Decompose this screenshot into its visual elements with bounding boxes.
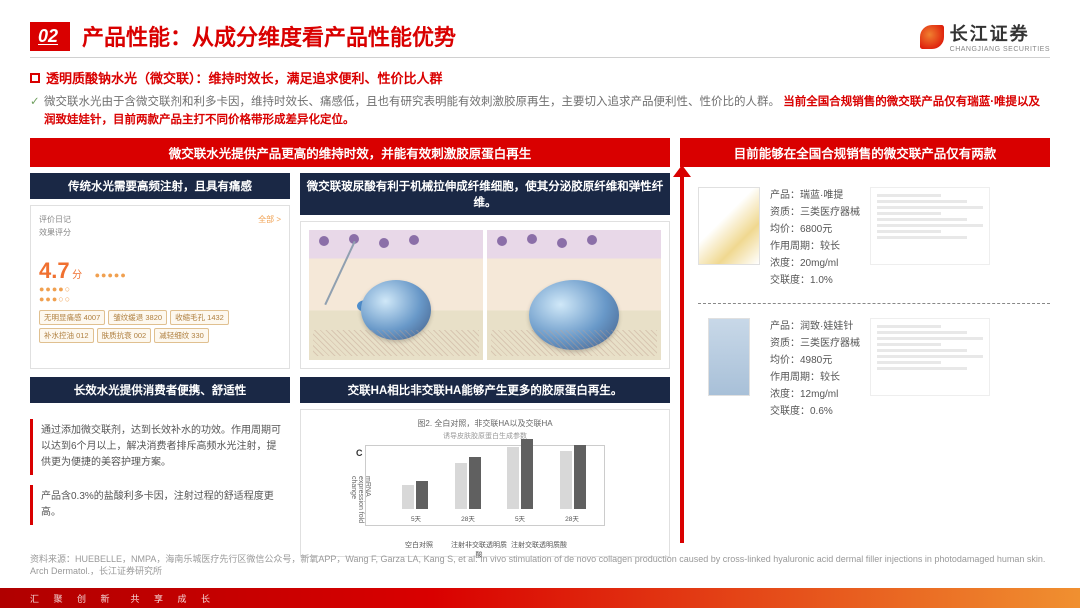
footer-text: 汇 聚 创 新 共 享 成 长 <box>30 592 216 605</box>
card-b-title: 微交联玻尿酸有利于机械拉伸成纤维细胞，使其分泌胶原纤维和弹性纤维。 <box>300 173 670 215</box>
header-divider <box>30 57 1050 58</box>
document-thumbnail <box>870 318 990 396</box>
card-convenience: 长效水光提供消费者便携、舒适性 通过添加微交联剂，达到长效补水的功效。作用周期可… <box>30 377 290 557</box>
cell-panel-right <box>487 230 661 360</box>
needle-icon <box>324 241 355 305</box>
page-title: 产品性能：从成分维度看产品性能优势 <box>82 20 456 52</box>
body-text: 微交联水光由于含微交联剂和利多卡因，维持时效长、痛感低，且也有研究表明能有效刺激… <box>44 96 780 108</box>
bullet-square-icon <box>30 73 40 83</box>
cell-panel-left <box>309 230 483 360</box>
bullets-panel: 通过添加微交联剂，达到长效补水的功效。作用周期可以达到6个月以上，解决消费者排斥… <box>30 409 290 557</box>
chart-panel: 图2. 全白对照，非交联HA以及交联HA 诱导皮肤胶原蛋白生成参数 C mRNA… <box>300 409 670 557</box>
content-columns: 微交联水光提供产品更高的维持时效，并能有效刺激胶原蛋白再生 传统水光需要高频注射… <box>30 138 1050 536</box>
review-more: 全部 > <box>258 214 281 225</box>
bullet-1: 通过添加微交联剂，达到长效补水的功效。作用周期可以达到6个月以上，解决消费者排斥… <box>30 419 290 475</box>
product-card: 产品：瑞蓝·唯提资质：三类医疗器械均价：6800元作用周期：较长浓度：20mg/… <box>698 173 1050 303</box>
header-left: 02 产品性能：从成分维度看产品性能优势 <box>30 20 456 52</box>
bar-group <box>548 445 599 509</box>
review-tag: 减轻细纹 330 <box>154 328 209 343</box>
product-image <box>708 318 750 396</box>
card-a-title: 传统水光需要高频注射，且具有痛感 <box>30 173 290 199</box>
review-label-2: 效果评分 <box>39 227 281 238</box>
logo-en: CHANGJIANG SECURITIES <box>950 46 1050 53</box>
card-collagen-chart: 交联HA相比非交联HA能够产生更多的胶原蛋白再生。 图2. 全白对照，非交联HA… <box>300 377 670 557</box>
body-paragraph: ✓ 微交联水光由于含微交联剂和利多卡因，维持时效长、痛感低，且也有研究表明能有效… <box>30 93 1050 130</box>
bar-group <box>390 481 441 509</box>
cell-diagram <box>309 230 661 360</box>
slide-header: 02 产品性能：从成分维度看产品性能优势 长江证券 CHANGJIANG SEC… <box>30 20 1050 53</box>
card-mechanism: 微交联玻尿酸有利于机械拉伸成纤维细胞，使其分泌胶原纤维和弹性纤维。 <box>300 173 670 369</box>
subtitle: 透明质酸钠水光（微交联）：维持时效长，满足追求便利、性价比人群 <box>46 68 443 87</box>
left-column-header: 微交联水光提供产品更高的维持时效，并能有效刺激胶原蛋白再生 <box>30 138 670 167</box>
left-column: 微交联水光提供产品更高的维持时效，并能有效刺激胶原蛋白再生 传统水光需要高频注射… <box>30 138 670 536</box>
chart-y-label: mRNA expression fold change <box>350 476 371 525</box>
section-number: 02 <box>30 22 70 51</box>
subtitle-row: 透明质酸钠水光（微交联）：维持时效长，满足追求便利、性价比人群 <box>30 68 1050 87</box>
logo-icon <box>920 25 944 49</box>
chart-c-label: C <box>356 448 363 458</box>
right-column: 目前能够在全国合规销售的微交联产品仅有两款 产品：瑞蓝·唯提资质：三类医疗器械均… <box>680 138 1050 536</box>
source-citation: 资料来源：HUEBELLE，NMPA，海南乐城医疗先行区微信公众号，新氧APP，… <box>30 553 1050 578</box>
review-panel: 评价日记 全部 > 效果评分 4.7 分 ●●●●●●●●●○●●●○○ 无明显… <box>30 205 290 369</box>
review-tag: 肤质抗衰 002 <box>97 328 152 343</box>
cell-diagram-panel <box>300 221 670 369</box>
product-card: 产品：润致·娃娃针资质：三类医疗器械均价：4980元作用周期：较长浓度：12mg… <box>698 303 1050 434</box>
bar-group <box>495 439 546 509</box>
rating-value: 4.7 <box>39 258 70 283</box>
review-tag: 皱纹缓退 3820 <box>108 310 167 325</box>
chart-title: 图2. 全白对照，非交联HA以及交联HA <box>417 418 552 429</box>
review-tag-grid: 无明显痛感 4007皱纹缓退 3820收缩毛孔 1432 补水控油 012肤质抗衰… <box>39 310 281 343</box>
card-traditional: 传统水光需要高频注射，且具有痛感 评价日记 全部 > 效果评分 4.7 分 ●●… <box>30 173 290 369</box>
review-tag: 收缩毛孔 1432 <box>170 310 229 325</box>
product-info: 产品：瑞蓝·唯提资质：三类医疗器械均价：6800元作用周期：较长浓度：20mg/… <box>770 187 860 289</box>
product-info: 产品：润致·娃娃针资质：三类医疗器械均价：4980元作用周期：较长浓度：12mg… <box>770 318 860 420</box>
left-grid: 传统水光需要高频注射，且具有痛感 评价日记 全部 > 效果评分 4.7 分 ●●… <box>30 173 670 557</box>
chart-plot: C mRNA expression fold change 5天28天5天28天 <box>365 445 605 526</box>
right-content: 产品：瑞蓝·唯提资质：三类医疗器械均价：6800元作用周期：较长浓度：20mg/… <box>680 173 1050 543</box>
bullet-2: 产品含0.3%的盐酸利多卡因，注射过程的舒适程度更高。 <box>30 485 290 525</box>
review-tag: 无明显痛感 4007 <box>39 310 105 325</box>
brand-logo: 长江证券 CHANGJIANG SECURITIES <box>920 20 1050 53</box>
bar-group <box>443 457 494 509</box>
card-d-title: 交联HA相比非交联HA能够产生更多的胶原蛋白再生。 <box>300 377 670 403</box>
review-tag: 补水控油 012 <box>39 328 94 343</box>
product-list: 产品：瑞蓝·唯提资质：三类医疗器械均价：6800元作用周期：较长浓度：20mg/… <box>698 173 1050 434</box>
arrow-up-icon <box>673 165 691 177</box>
card-c-title: 长效水光提供消费者便携、舒适性 <box>30 377 290 403</box>
product-image <box>698 187 760 265</box>
bar-chart: 图2. 全白对照，非交联HA以及交联HA 诱导皮肤胶原蛋白生成参数 C mRNA… <box>309 418 661 548</box>
check-icon: ✓ <box>30 93 40 111</box>
chart-bars <box>390 452 598 509</box>
right-column-header: 目前能够在全国合规销售的微交联产品仅有两款 <box>680 138 1050 167</box>
rating-suffix: 分 <box>72 270 82 281</box>
logo-cn: 长江证券 <box>950 20 1050 46</box>
rating-row: 4.7 分 ●●●●●●●●●○●●●○○ <box>39 238 281 304</box>
footer-bar: 汇 聚 创 新 共 享 成 长 <box>0 588 1080 608</box>
review-label-1: 评价日记 <box>39 214 71 225</box>
chart-x-inner: 5天28天5天28天 <box>390 513 598 523</box>
document-thumbnail <box>870 187 990 265</box>
slide: 02 产品性能：从成分维度看产品性能优势 长江证券 CHANGJIANG SEC… <box>0 0 1080 608</box>
